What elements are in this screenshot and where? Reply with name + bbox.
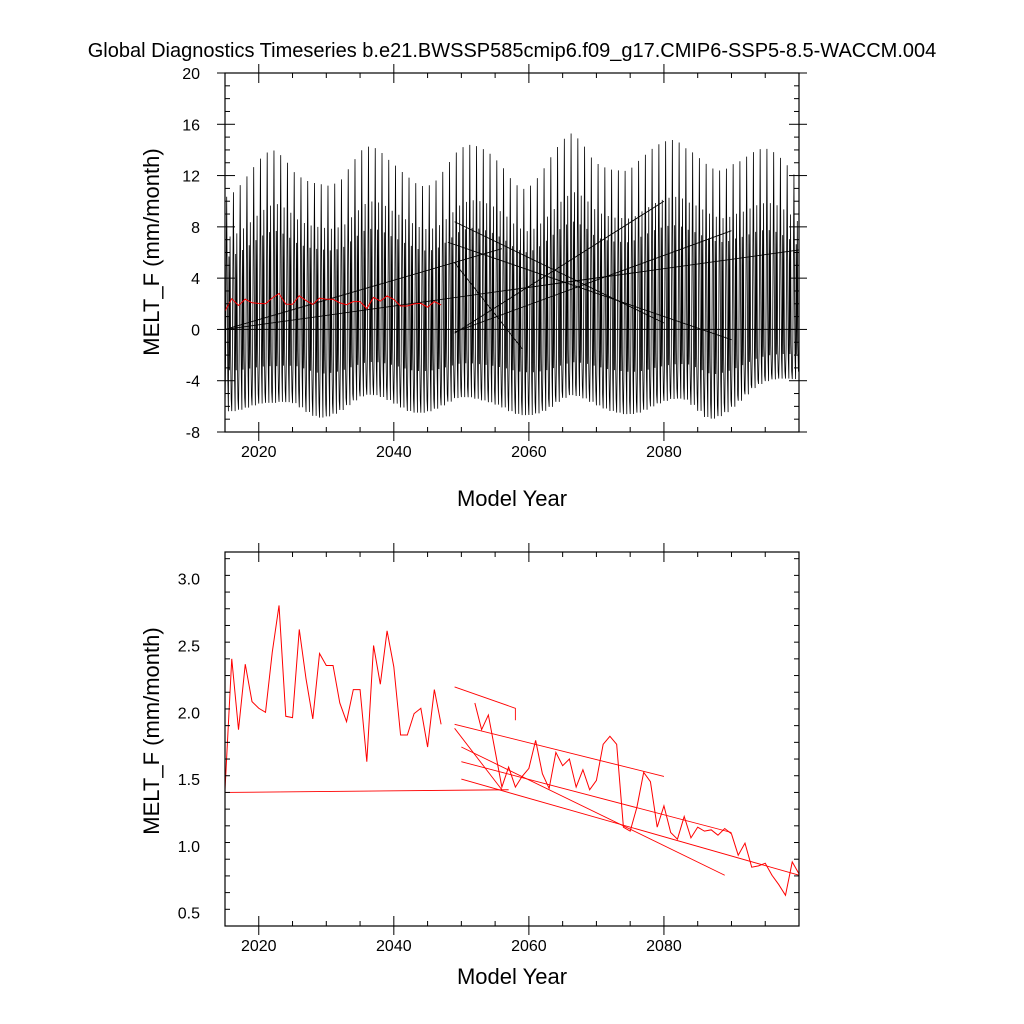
top-y-tick-label: 20 — [182, 66, 200, 83]
bottom-series-0-line — [224, 605, 442, 790]
top-series-0-segment-0 — [224, 249, 800, 330]
top-series-0-segment-4 — [454, 200, 665, 334]
bottom-x-tick-label: 2040 — [376, 938, 412, 955]
top-y-tick-label: 0 — [191, 322, 200, 339]
top-plot-data — [224, 133, 800, 419]
top-x-tick-label: 2080 — [646, 444, 682, 461]
bottom-axis-ticks: 2020 2040 2060 2080 0.5 1.0 1.5 2.0 2.5 3.0 — [178, 543, 800, 955]
bottom-series-1-segment-4 — [461, 761, 732, 833]
top-series-0-segment-1 — [224, 248, 502, 330]
bottom-y-tick-label: 1.0 — [178, 839, 200, 856]
bottom-y-tick-label: 1.5 — [178, 772, 200, 789]
bottom-x-axis-label: Model Year — [457, 964, 567, 989]
top-axis-ticks: 2020 2040 2060 2080 -8 -4 0 4 8 12 16 20 — [182, 64, 807, 461]
top-y-axis-label: MELT_F (mm/month) — [139, 148, 164, 355]
top-y-tick-label: -4 — [186, 374, 200, 391]
top-x-tick-label: 2040 — [376, 444, 412, 461]
top-y-tick-label: 12 — [182, 169, 200, 186]
bottom-series-1-segment-0 — [224, 789, 509, 793]
chart-title: Global Diagnostics Timeseries b.e21.BWSS… — [88, 40, 937, 62]
bottom-y-tick-label: 2.5 — [178, 639, 200, 656]
bottom-series-1-segment-5 — [461, 778, 800, 876]
top-series-0-segment-5 — [454, 230, 732, 333]
bottom-x-tick-label: 2080 — [646, 938, 682, 955]
bottom-x-tick-label: 2060 — [511, 938, 547, 955]
top-y-tick-label: 16 — [182, 117, 200, 134]
bottom-series-1-segment-6 — [454, 728, 503, 791]
top-monthly-series-line — [224, 133, 799, 419]
bottom-y-tick-label: 3.0 — [178, 572, 200, 589]
bottom-plot-data — [224, 605, 800, 897]
top-y-tick-label: 8 — [191, 220, 200, 237]
bottom-y-tick-label: 2.0 — [178, 705, 200, 722]
top-x-axis-label: Model Year — [457, 486, 567, 511]
top-y-tick-label: 4 — [191, 271, 200, 288]
top-series-0-segment-6 — [454, 262, 523, 349]
bottom-y-tick-label: 0.5 — [178, 906, 200, 923]
bottom-y-axis-label: MELT_F (mm/month) — [139, 627, 164, 834]
bottom-series-1-segment-3 — [461, 746, 725, 876]
bottom-series-1-line — [474, 702, 800, 897]
top-x-tick-label: 2060 — [511, 444, 547, 461]
top-panel: 2020 2040 2060 2080 -8 -4 0 4 8 12 16 20 Model Year… — [139, 64, 807, 511]
top-x-tick-label: 2020 — [241, 444, 277, 461]
bottom-x-tick-label: 2020 — [241, 938, 277, 955]
top-series-0-segment-2 — [454, 221, 665, 324]
bottom-panel: 2020 2040 2060 2080 0.5 1.0 1.5 2.0 2.5 3.0 Model… — [139, 543, 800, 989]
top-series-1-line — [224, 292, 442, 312]
bottom-series-1-segment-1 — [454, 686, 516, 721]
top-series-0-segment-3 — [447, 241, 732, 341]
bottom-plot-frame — [224, 551, 800, 927]
bottom-series-1-segment-2 — [454, 723, 665, 777]
top-y-tick-label: -8 — [186, 425, 200, 442]
